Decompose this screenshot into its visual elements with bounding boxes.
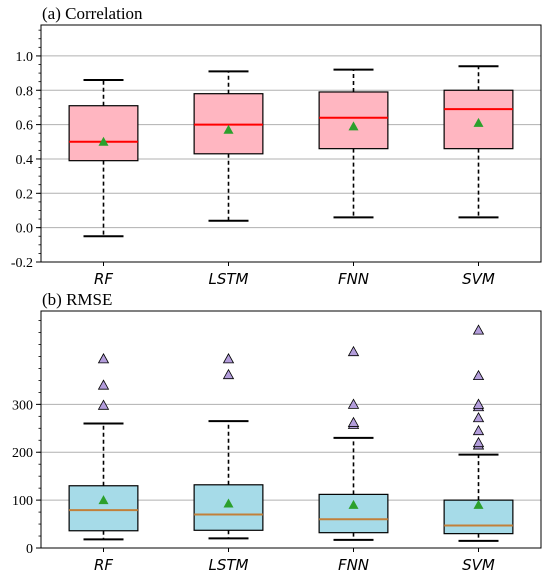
correlation-ytick-label: 0.6 [16, 119, 34, 134]
rmse-fnn-outlier [347, 345, 360, 357]
correlation-fnn-box [318, 91, 389, 150]
correlation-rf-mean-marker [98, 136, 109, 146]
rmse-xtick-label-fnn: FNN [338, 556, 369, 572]
correlation-ytick-label: 0.4 [16, 153, 34, 168]
correlation-rf-box [68, 105, 139, 162]
correlation-panel: -0.2 0.0 0.2 0.4 0.6 0.8 1.0 (a) Correlation RF L… [11, 4, 542, 288]
rmse-fnn-outlier [347, 398, 360, 409]
rmse-svm-outlier [472, 424, 485, 436]
correlation-ytick-label: 0.0 [16, 222, 34, 237]
correlation-xtick-label-fnn: FNN [338, 270, 369, 288]
rmse-svm-outlier [472, 398, 485, 409]
correlation-lstm-mean-marker [223, 124, 234, 134]
rmse-lstm-outlier [222, 368, 235, 380]
rmse-xtick-label-svm: SVM [462, 556, 495, 572]
correlation-svm-mean-marker [473, 117, 484, 127]
correlation-xtick-label-rf: RF [94, 270, 113, 288]
rmse-svm-outlier [472, 369, 485, 381]
correlation-title: (a) Correlation [42, 4, 143, 23]
correlation-ytick-label: 1.0 [16, 50, 34, 65]
rmse-xtick-label-rf: RF [94, 556, 113, 572]
rmse-rf-box [68, 485, 139, 532]
correlation-ytick-label: 0.2 [16, 187, 34, 202]
rmse-title: (b) RMSE [42, 290, 112, 309]
rmse-ytick-label: 300 [12, 398, 33, 413]
correlation-xtick-label-lstm: LSTM [209, 270, 249, 288]
correlation-fnn-mean-marker [348, 121, 359, 131]
rmse-ytick-label: 0 [26, 542, 33, 557]
rmse-fnn-mean-marker [348, 499, 359, 509]
rmse-ytick-label: 100 [12, 494, 33, 509]
rmse-lstm-outlier [222, 353, 235, 364]
rmse-axes-frame [40, 310, 542, 549]
rmse-rf-mean-marker [98, 495, 109, 505]
correlation-ytick-label: -0.2 [11, 256, 33, 271]
rmse-panel: 0 100 200 300 (b) RMSE RF LSTM FNN SVM [12, 290, 542, 572]
rmse-rf-outlier [97, 399, 110, 410]
rmse-rf-outlier [97, 353, 110, 364]
rmse-ytick-label: 200 [12, 446, 33, 461]
rmse-lstm-box [193, 484, 264, 531]
rmse-xtick-label-lstm: LSTM [209, 556, 249, 572]
correlation-axes-frame [40, 24, 542, 263]
rmse-rf-outlier [97, 379, 110, 390]
rmse-svm-outlier [472, 436, 485, 448]
rmse-lstm-mean-marker [223, 498, 234, 508]
rmse-fnn-outlier [347, 416, 360, 427]
correlation-xtick-label-svm: SVM [462, 270, 495, 288]
rmse-svm-outlier [472, 411, 485, 423]
rmse-svm-outlier [472, 324, 485, 335]
rmse-svm-mean-marker [473, 499, 484, 509]
correlation-ytick-label: 0.8 [16, 84, 34, 99]
